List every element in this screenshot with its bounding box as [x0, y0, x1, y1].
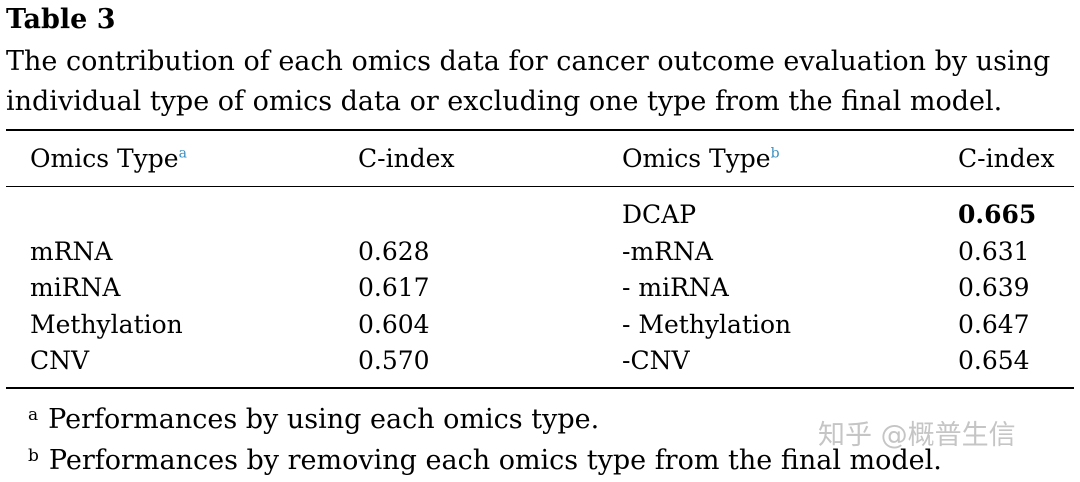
- table-cell-cindex-a: 0.570: [358, 346, 430, 375]
- table-cell-cindex-b: 0.654: [958, 346, 1030, 375]
- table-bottom-rule: [6, 387, 1074, 389]
- table-cell-type-b: - miRNA: [622, 273, 729, 302]
- header-omics-type-a: Omics Typea: [30, 142, 187, 176]
- header-omics-type-b-label: Omics Type: [622, 144, 771, 173]
- table-cell-cindex-b: 0.631: [958, 237, 1030, 266]
- table-cell-cindex-a: 0.628: [358, 237, 430, 266]
- table-header-rule: [6, 186, 1074, 187]
- table-cell-cindex-b-best: 0.665: [958, 200, 1037, 229]
- table-cell-cindex-a: 0.604: [358, 310, 430, 339]
- footnote-a: a Performances by using each omics type.: [28, 404, 600, 435]
- table-cell-type-a: Methylation: [30, 310, 183, 339]
- table-cell-type-b: -mRNA: [622, 237, 713, 266]
- table-top-rule: [6, 129, 1074, 131]
- table-cell-type-a: miRNA: [30, 273, 121, 302]
- header-omics-type-b: Omics Typeb: [622, 142, 780, 176]
- footnote-ref-b: b: [770, 145, 780, 162]
- footnote-b: b Performances by removing each omics typ…: [28, 445, 942, 476]
- table-cell-cindex-a: 0.617: [358, 273, 430, 302]
- table-cell-type-b: -CNV: [622, 346, 690, 375]
- footnote-b-text: Performances by removing each omics type…: [48, 445, 942, 476]
- table-cell-cindex-b: 0.639: [958, 273, 1030, 302]
- table-cell-type-b: - Methylation: [622, 310, 792, 339]
- table-cell-cindex-b: 0.647: [958, 310, 1030, 339]
- table-caption-line-2: individual type of omics data or excludi…: [6, 86, 1003, 117]
- table-cell-type-a: mRNA: [30, 237, 113, 266]
- watermark: 知乎 @概普生信: [818, 420, 1016, 451]
- table-cell-type-b: DCAP: [622, 200, 697, 229]
- footnote-a-text: Performances by using each omics type.: [48, 404, 600, 435]
- table-label: Table 3: [6, 4, 116, 35]
- footnote-ref-a: a: [178, 145, 187, 162]
- header-omics-type-a-label: Omics Type: [30, 144, 179, 173]
- table-cell-type-a: CNV: [30, 346, 90, 375]
- header-cindex-a: C-index: [358, 144, 455, 173]
- table-caption-line-1: The contribution of each omics data for …: [6, 46, 1051, 77]
- header-cindex-b: C-index: [958, 144, 1055, 173]
